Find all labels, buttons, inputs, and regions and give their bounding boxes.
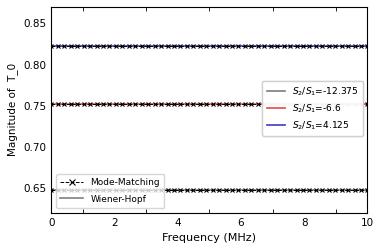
- Y-axis label: Magnitude of  T_0: Magnitude of T_0: [7, 63, 18, 156]
- X-axis label: Frequency (MHz): Frequency (MHz): [162, 233, 256, 243]
- Legend: $S_2/S_1$=-12.375, $S_2/S_1$=-6.6, $S_2/S_1$=4.125: $S_2/S_1$=-12.375, $S_2/S_1$=-6.6, $S_2/…: [262, 80, 363, 136]
